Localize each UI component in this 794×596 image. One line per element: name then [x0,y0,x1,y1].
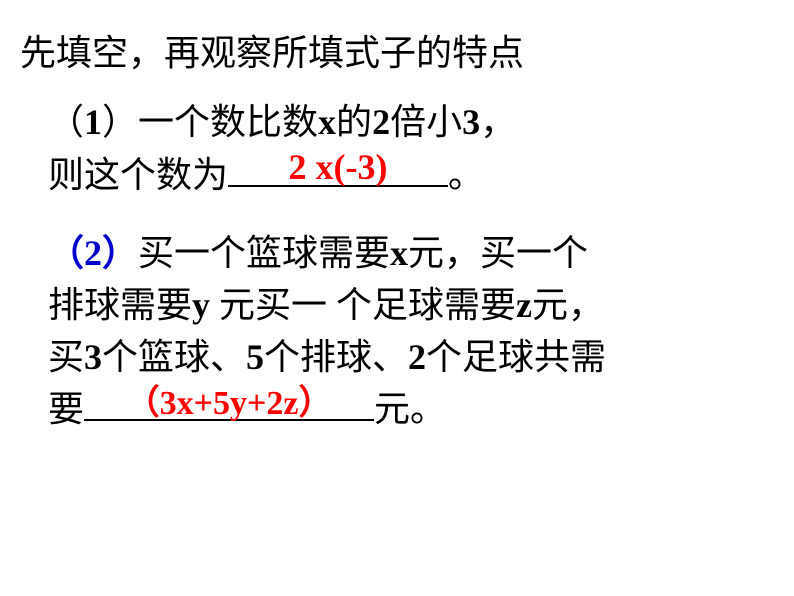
q2-line3-d: 个足球共需 [426,337,606,377]
q2-line2-a: 排球需要 [48,285,192,325]
q1-text-c: 倍小 [390,102,462,142]
q1-line2-a: 则这个数为 [48,155,228,195]
q2-line2-c: 元， [532,285,604,325]
var-z: z [516,285,532,325]
q2-text-a: 买一个篮球需要 [138,233,390,273]
num-2: 2 [372,102,390,142]
q1-number: 1 [84,102,102,142]
q2-line4-b: 元。 [374,389,446,429]
q1-text-b: 的 [336,102,372,142]
paren-open-blue: （ [48,233,84,273]
ans-close: ） [298,385,332,422]
q2-line3-b: 个篮球、 [102,337,246,377]
n3: 3 [84,337,102,377]
paren-close-blue: ） [102,233,138,273]
q1-text-a: 一个数比数 [138,102,318,142]
q2-answer: （3x+5y+2z） [126,379,333,428]
q2-blank: （3x+5y+2z） [84,419,374,421]
paren-close: ） [102,102,138,142]
question-2: （2）买一个篮球需要x元，买一个 排球需要y 元买一 个足球需要z元， 买3个篮… [20,227,774,436]
num-3: 3 [462,102,480,142]
q1-text-d: ， [480,102,516,142]
q1-answer: 2 x(-3) [289,141,388,193]
slide-content: 先填空，再观察所填式子的特点 （1）一个数比数x的2倍小3， 则这个数为 2 x… [0,0,794,596]
var-x2: x [390,233,408,273]
n5: 5 [246,337,264,377]
q2-line4-a: 要 [48,389,84,429]
q1-period: 。 [448,155,484,195]
title: 先填空，再观察所填式子的特点 [20,28,774,78]
q2-line3-a: 买 [48,337,84,377]
var-x: x [318,102,336,142]
paren-open: （ [48,102,84,142]
question-1: （1）一个数比数x的2倍小3， 则这个数为 2 x(-3) 。 [20,96,774,200]
ans-open: （ [126,385,160,422]
q2-line2-b: 元买一 个足球需要 [219,285,516,325]
var-y: y [192,285,219,325]
q2-line3-c: 个排球、 [264,337,408,377]
q2-text-b: 元，买一个 [408,233,588,273]
q2-number: 2 [84,233,102,273]
n2: 2 [408,337,426,377]
q1-blank: 2 x(-3) [228,185,448,187]
ans-expr: 3x+5y+2z [160,385,299,422]
